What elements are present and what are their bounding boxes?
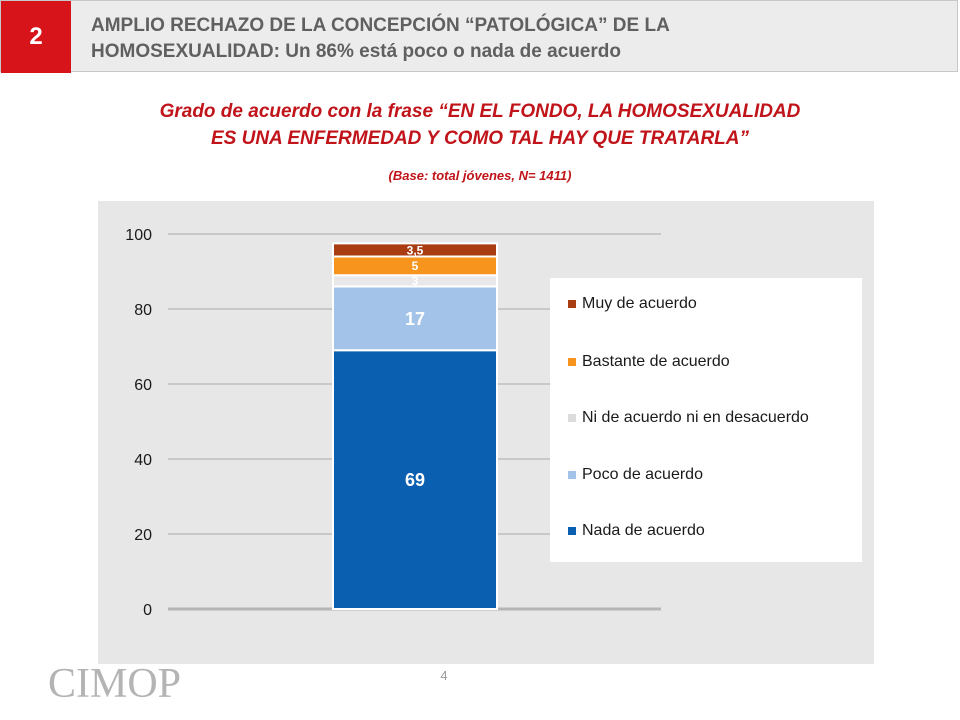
legend-label: Muy de acuerdo xyxy=(582,295,697,312)
bar-segment-muy-de-acuerdo xyxy=(332,242,498,258)
chart-panel: 0 20 40 60 80 100 69 17 3 5 3,5 Muy de acuerdo Bast… xyxy=(98,201,874,664)
legend-item: Nada de acuerdo xyxy=(568,520,705,542)
legend-swatch xyxy=(568,471,576,479)
data-label-bastante-de-acuerdo: 5 xyxy=(412,259,419,273)
legend-swatch xyxy=(568,300,576,308)
y-tick-label-0: 0 xyxy=(143,602,152,619)
legend-label: Poco de acuerdo xyxy=(582,466,703,483)
header-band: 2 AMPLIO RECHAZO DE LA CONCEPCIÓN “PATOL… xyxy=(0,0,958,73)
y-tick-label-40: 40 xyxy=(134,452,152,469)
legend-label: Ni de acuerdo ni en desacuerdo xyxy=(582,409,809,426)
legend-item: Muy de acuerdo xyxy=(568,293,697,315)
legend-label: Nada de acuerdo xyxy=(582,522,705,539)
legend-swatch xyxy=(568,527,576,535)
legend-label: Bastante de acuerdo xyxy=(582,353,730,370)
slide-title-line-2: HOMOSEXUALIDAD: Un 86% está poco o nada … xyxy=(91,41,621,62)
cimop-logo: CIMOP xyxy=(48,661,182,707)
page-number: 4 xyxy=(440,668,448,683)
y-tick-label-80: 80 xyxy=(134,302,152,319)
data-label-poco-de-acuerdo: 17 xyxy=(405,309,425,329)
slide-title-line-1: AMPLIO RECHAZO DE LA CONCEPCIÓN “PATOLÓG… xyxy=(91,15,670,36)
legend-item: Poco de acuerdo xyxy=(568,464,703,486)
legend-item: Bastante de acuerdo xyxy=(568,351,730,373)
base-note: (Base: total jóvenes, N= 1411) xyxy=(388,168,572,183)
data-label-ni-de-acuerdo-ni-en-desacuerdo: 3 xyxy=(412,274,419,288)
chart-legend: Muy de acuerdo Bastante de acuerdo Ni de a… xyxy=(550,278,862,562)
legend-item: Ni de acuerdo ni en desacuerdo xyxy=(568,407,809,429)
legend-swatch xyxy=(568,414,576,422)
chart-question-line-1: Grado de acuerdo con la frase “EN EL FON… xyxy=(159,101,801,122)
stacked-bar-chart: 0 20 40 60 80 100 69 17 35 3,5 xyxy=(125,227,661,619)
slide-title: AMPLIO RECHAZO DE LA CONCEPCIÓN “PATOLÓG… xyxy=(91,13,941,65)
legend-swatch xyxy=(568,358,576,366)
chart-question-line-2: ES UNA ENFERMEDAD Y COMO TAL HAY QUE TRA… xyxy=(210,128,749,149)
y-tick-label-100: 100 xyxy=(125,227,152,244)
section-number-badge: 2 xyxy=(1,1,71,73)
y-tick-label-20: 20 xyxy=(134,527,152,544)
data-label-muy-de-acuerdo: 3,5 xyxy=(407,243,424,257)
data-label-nada-de-acuerdo: 69 xyxy=(405,470,425,490)
y-tick-label-60: 60 xyxy=(134,377,152,394)
bar-segment-nada-de-acuerdo xyxy=(332,349,498,610)
chart-question: Grado de acuerdo con la frase “EN EL FON… xyxy=(0,98,960,152)
